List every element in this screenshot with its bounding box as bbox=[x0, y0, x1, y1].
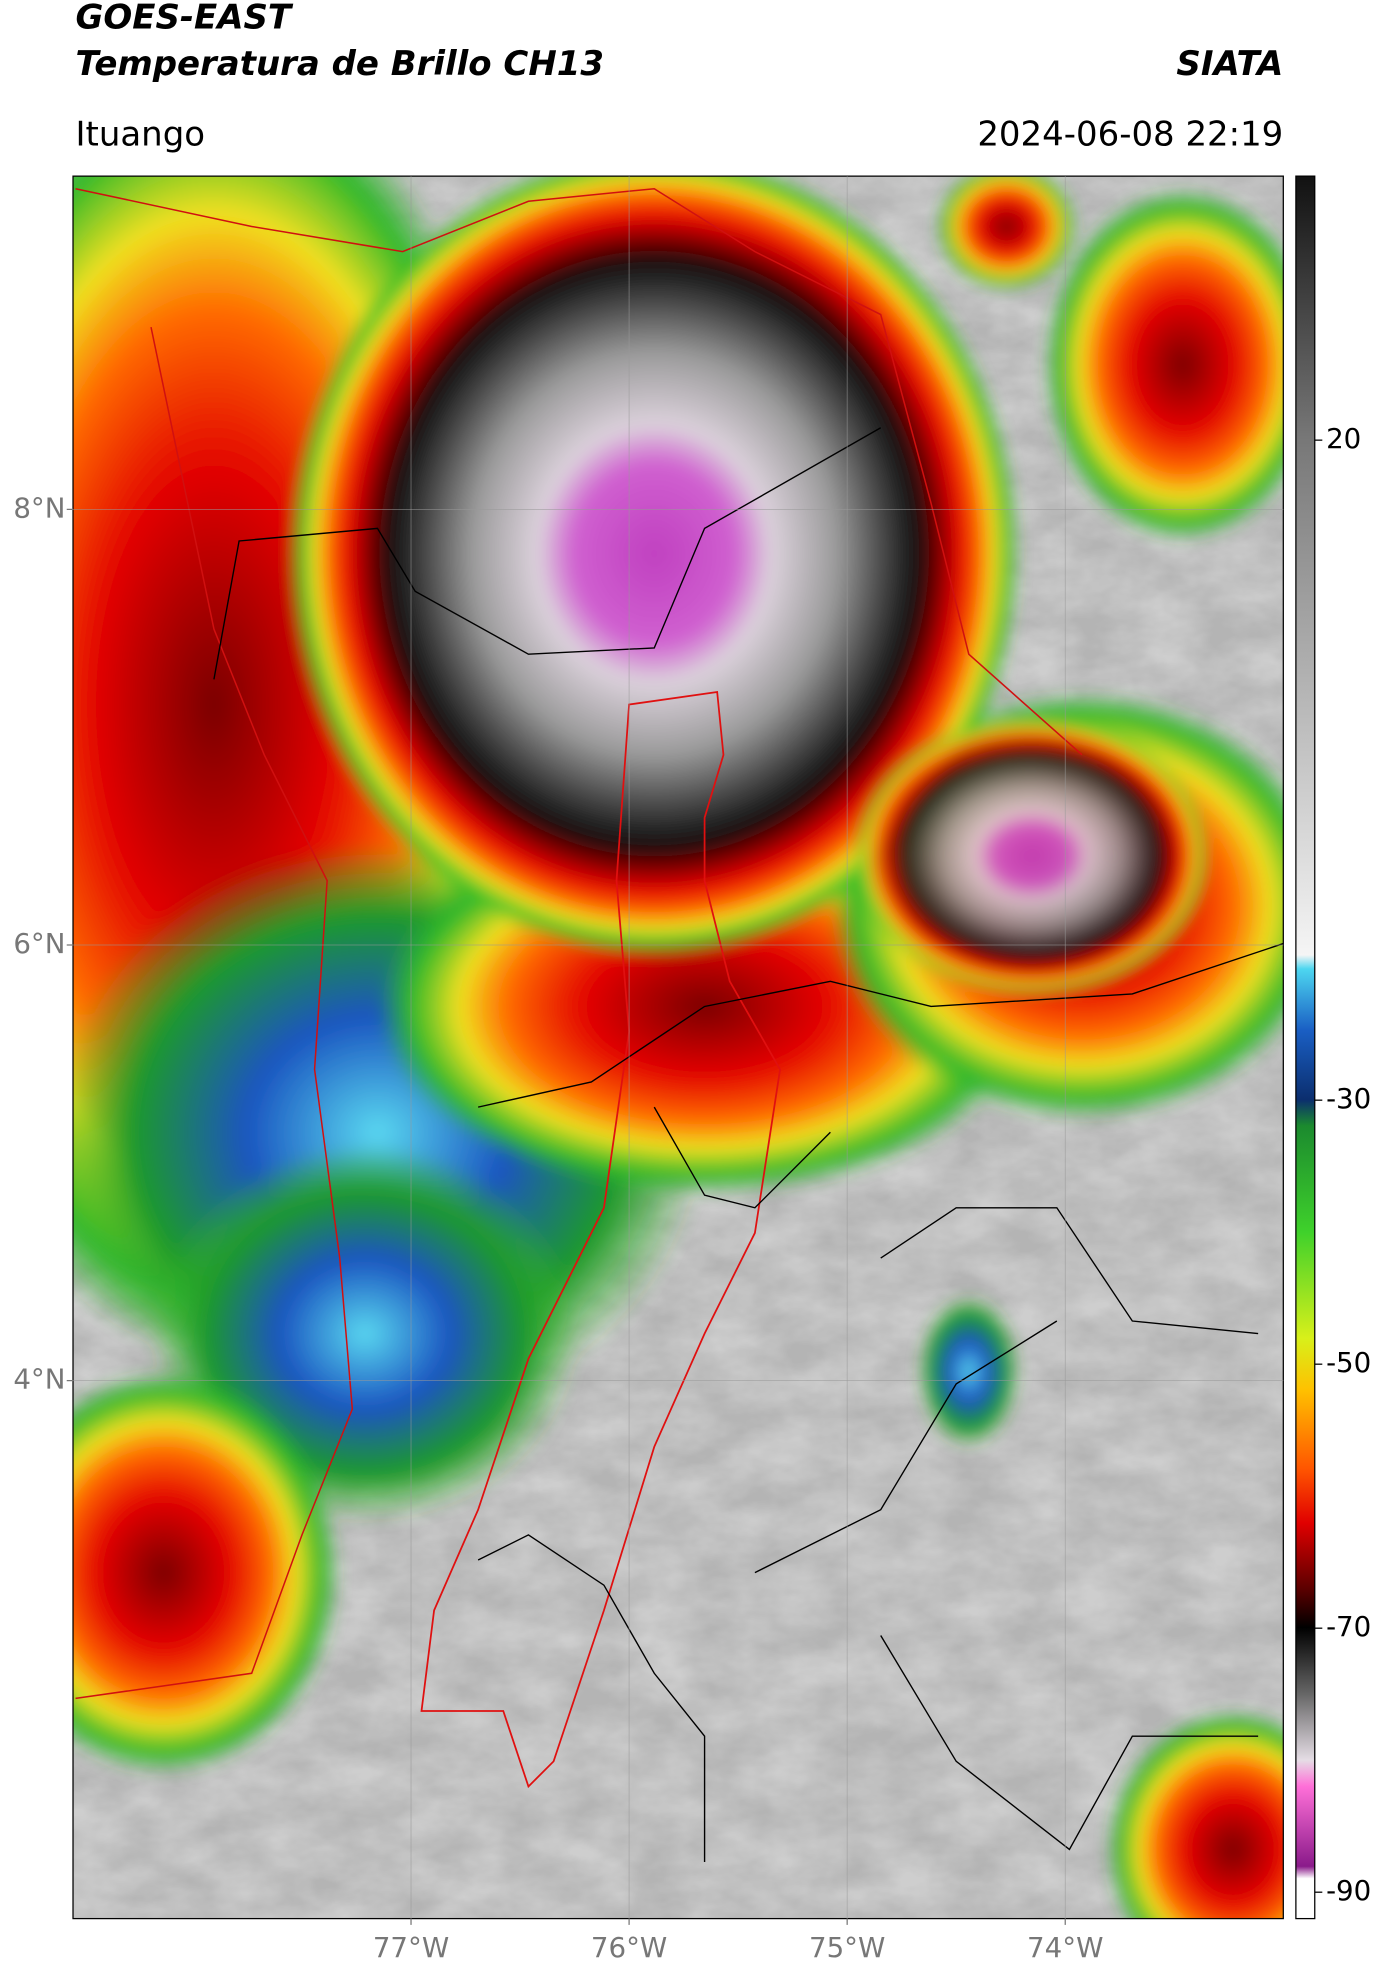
colorbar-tick-label: -90 bbox=[1326, 1874, 1371, 1907]
x-tick-label: 76°W bbox=[591, 1931, 667, 1964]
satellite-image bbox=[73, 176, 1284, 1919]
colorbar-tick-label: 20 bbox=[1326, 422, 1361, 455]
x-tick-label: 75°W bbox=[809, 1931, 885, 1964]
colorbar-tick-label: -70 bbox=[1326, 1610, 1371, 1643]
y-tick-label: 6°N bbox=[13, 927, 65, 960]
colorbar bbox=[1295, 175, 1316, 1920]
colorbar-tick-label: -30 bbox=[1326, 1082, 1371, 1115]
colorbar-tick-label: -50 bbox=[1326, 1346, 1371, 1379]
map-frame bbox=[72, 175, 1284, 1920]
y-tick-label: 4°N bbox=[13, 1363, 65, 1396]
timestamp: 2024-06-08 22:19 bbox=[977, 114, 1283, 154]
x-tick-label: 74°W bbox=[1027, 1931, 1103, 1964]
title: GOES-EAST bbox=[76, 0, 294, 37]
source: SIATA bbox=[1176, 44, 1283, 84]
y-tick-label: 8°N bbox=[13, 491, 65, 524]
location: Ituango bbox=[76, 114, 206, 154]
x-tick-label: 77°W bbox=[373, 1931, 449, 1964]
subtitle: Temperatura de Brillo CH13 bbox=[76, 44, 604, 84]
